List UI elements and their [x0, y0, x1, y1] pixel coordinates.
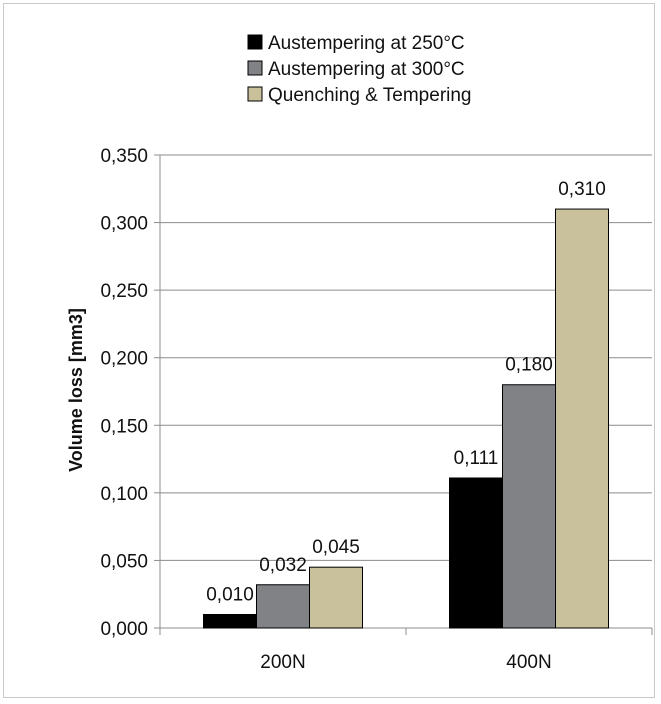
y-tick-label: 0,250 [100, 281, 148, 302]
y-tick-label: 0,200 [100, 349, 148, 370]
y-tick-label: 0,300 [100, 214, 148, 235]
legend-swatch [247, 34, 263, 50]
legend-swatch [247, 86, 263, 102]
data-label: 0,032 [259, 555, 307, 576]
legend-swatch [247, 60, 263, 76]
bar [502, 384, 556, 629]
data-label: 0,010 [206, 584, 254, 605]
y-tick-label: 0,150 [100, 416, 148, 437]
bar [256, 584, 310, 629]
legend: Austempering at 250°C Austempering at 300… [247, 33, 472, 106]
y-axis-ticks: 0,000 0,050 0,100 0,150 0,200 0,250 0,300 0,350 [100, 146, 148, 640]
bar [449, 477, 503, 629]
x-tick-label: 200N [260, 652, 305, 673]
x-axis-ticks: 200N 400N [260, 652, 551, 673]
data-label: 0,310 [558, 179, 606, 200]
y-axis-label: Volume loss [mm3] [66, 308, 86, 472]
bar [309, 566, 363, 629]
bar [555, 208, 609, 629]
legend-label: Austempering at 300°C [268, 59, 465, 80]
bars [203, 208, 609, 629]
data-label: 0,045 [312, 537, 360, 558]
legend-label: Austempering at 250°C [268, 33, 465, 54]
data-label: 0,180 [505, 355, 553, 376]
y-tick-label: 0,100 [100, 484, 148, 505]
y-tick-label: 0,050 [100, 551, 148, 572]
y-tick-label: 0,000 [100, 619, 148, 640]
data-label: 0,111 [454, 448, 499, 469]
legend-label: Quenching & Tempering [268, 85, 472, 106]
y-tick-label: 0,350 [100, 146, 148, 167]
x-tick-label: 400N [506, 652, 551, 673]
bar [203, 613, 257, 629]
